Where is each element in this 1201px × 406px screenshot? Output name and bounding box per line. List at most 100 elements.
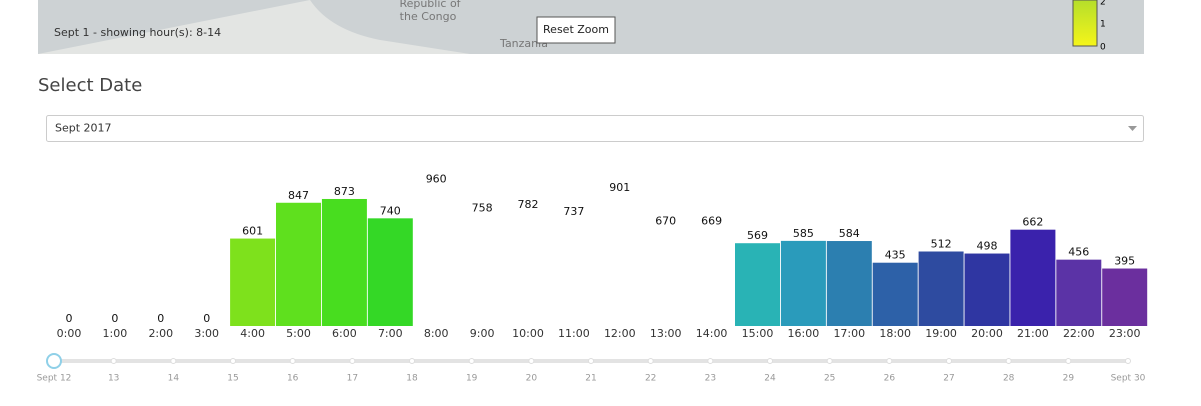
x-tick-label: 2:00	[148, 327, 173, 340]
x-tick-label: 19:00	[925, 327, 957, 340]
value-label: 740	[380, 204, 401, 217]
slider-dot	[289, 358, 296, 364]
x-tick-label: 5:00	[286, 327, 311, 340]
x-tick-label: 0:00	[57, 327, 82, 340]
value-label: 0	[203, 312, 210, 325]
bar	[367, 218, 413, 326]
bar	[276, 202, 321, 326]
slider-dot	[767, 358, 773, 364]
x-tick-label: 13:00	[650, 327, 682, 340]
x-tick-label: 8:00	[424, 327, 449, 340]
slider-dot	[946, 358, 952, 364]
bar	[780, 240, 826, 326]
value-label: 601	[242, 225, 263, 238]
chart: 0 0:00 0 1:00 0 2:00 0 3:00 601 4:00 847 5:00 873 6:0…	[37, 172, 1148, 384]
bar	[872, 262, 918, 326]
value-label: 960	[426, 172, 447, 185]
slider-dot	[1065, 358, 1072, 364]
slider-label: 14	[168, 374, 180, 384]
value-label: 670	[655, 215, 676, 228]
x-tick-label: 18:00	[879, 327, 911, 340]
x-tick-label: 23:00	[1109, 327, 1141, 340]
slider-dot	[826, 358, 833, 364]
legend-label: 1	[1100, 20, 1106, 30]
slider-dot	[349, 358, 356, 364]
bar	[964, 253, 1010, 326]
bar	[413, 186, 459, 326]
value-label: 585	[793, 227, 814, 240]
slider-dot	[1125, 358, 1131, 364]
value-label: 737	[563, 205, 584, 218]
map-legend	[1072, 0, 1098, 47]
value-label: 569	[747, 229, 768, 242]
slider-dot	[707, 358, 714, 364]
x-tick-label: 10:00	[512, 327, 544, 340]
slider-dot	[886, 358, 893, 364]
slider-dot	[170, 358, 177, 364]
value-label: 901	[609, 181, 630, 194]
value-label: 0	[66, 312, 73, 325]
date-dropdown[interactable]	[46, 115, 1144, 142]
slider-label: 17	[347, 374, 358, 384]
x-tick-label: 20:00	[971, 327, 1003, 340]
slider-label: 16	[287, 374, 299, 384]
bar	[1010, 229, 1056, 326]
slider-label: 19	[466, 374, 478, 384]
slider-handle[interactable]	[46, 353, 62, 369]
slider-label: 26	[884, 374, 896, 384]
dropdown-arrow	[1128, 126, 1137, 131]
x-tick-label: 11:00	[558, 327, 590, 340]
slider-label: 18	[406, 374, 418, 384]
bar	[551, 218, 597, 326]
x-tick-label: 16:00	[788, 327, 820, 340]
x-tick-label: 22:00	[1063, 327, 1095, 340]
slider-dot	[110, 358, 117, 364]
slider-label: 13	[108, 374, 119, 384]
x-tick-label: 14:00	[696, 327, 728, 340]
slider-dot	[647, 358, 654, 364]
slider-dot	[588, 358, 594, 364]
land	[38, 0, 470, 54]
reset-zoom-button[interactable]	[536, 16, 616, 44]
x-tick-label: 4:00	[240, 327, 265, 340]
value-label: 456	[1068, 246, 1089, 259]
slider-dot	[409, 358, 415, 364]
bar	[826, 241, 872, 326]
value-label: 873	[334, 185, 355, 198]
slider-label: 23	[705, 374, 716, 384]
x-tick-label: 17:00	[833, 327, 865, 340]
bar	[321, 198, 367, 326]
bar	[1056, 259, 1102, 326]
slider-label: 20	[526, 374, 538, 384]
slider-label: Sept 12	[37, 374, 72, 384]
x-tick-label: 12:00	[604, 327, 636, 340]
value-label: 847	[288, 189, 309, 202]
bar	[597, 194, 643, 326]
value-label: 512	[931, 238, 952, 251]
map-label: Tanzania	[499, 37, 548, 50]
x-tick-label: 15:00	[742, 327, 774, 340]
reset-zoom-label: Reset Zoom	[543, 23, 609, 36]
value-label: 758	[472, 202, 493, 215]
value-label: 435	[885, 249, 906, 262]
bar	[735, 243, 780, 326]
x-tick-label: 6:00	[332, 327, 357, 340]
slider-dot	[528, 358, 535, 364]
map-status: Sept 1 - showing hour(s): 8-14	[54, 26, 221, 39]
slider-label: 24	[764, 374, 776, 384]
map-label: Republic of	[399, 0, 461, 10]
slider-label: 21	[585, 374, 596, 384]
slider-label: Sept 30	[1111, 374, 1146, 384]
x-tick-label: 1:00	[103, 327, 128, 340]
slider-label: 28	[1003, 374, 1015, 384]
section-title: Select Date	[38, 75, 142, 96]
slider-label: 22	[645, 374, 656, 384]
slider-dot	[230, 358, 236, 364]
bar	[918, 251, 964, 326]
bar	[230, 238, 276, 326]
value-label: 395	[1114, 255, 1135, 268]
dropdown-value: Sept 2017	[55, 122, 112, 135]
bar	[689, 228, 735, 326]
